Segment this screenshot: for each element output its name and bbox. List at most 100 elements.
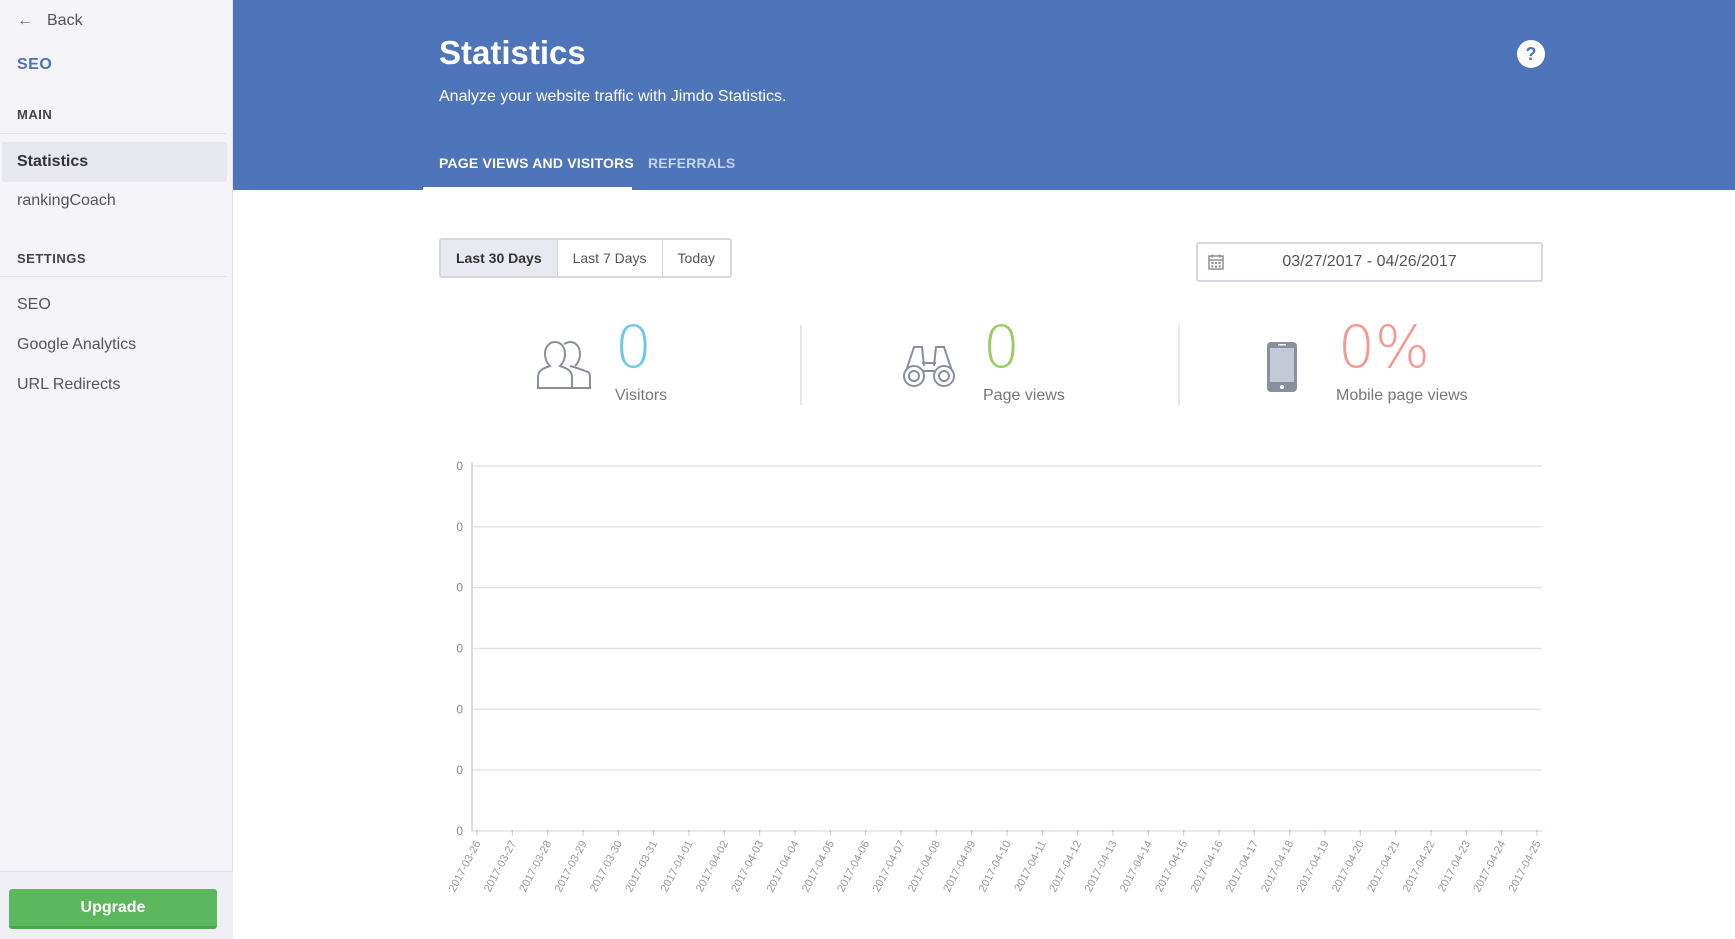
x-tick-label: 2017-04-24 xyxy=(1471,839,1508,894)
x-tick-label: 2017-04-25 xyxy=(1507,839,1544,894)
upgrade-area: Upgrade xyxy=(0,871,233,939)
divider xyxy=(0,276,226,277)
data-point xyxy=(1324,830,1326,832)
upgrade-button[interactable]: Upgrade xyxy=(9,889,217,929)
data-point xyxy=(476,830,478,832)
data-point xyxy=(864,830,867,832)
x-tick-label: 2017-03-28 xyxy=(517,839,554,894)
date-range-value: 03/27/2017 - 04/26/2017 xyxy=(1282,253,1457,270)
calendar-icon xyxy=(1208,254,1224,270)
data-point xyxy=(582,830,584,832)
x-tick-label: 2017-04-12 xyxy=(1047,839,1084,894)
x-tick-label: 2017-03-30 xyxy=(588,839,625,894)
data-point xyxy=(1359,830,1362,832)
date-range-presets: Last 30 Days Last 7 Days Today xyxy=(439,238,732,278)
y-tick-label: 0 xyxy=(456,520,463,534)
x-tick-label: 2017-04-23 xyxy=(1436,839,1473,894)
x-tick-label: 2017-04-04 xyxy=(765,839,802,894)
sidebar-item-rankingcoach[interactable]: rankingCoach xyxy=(17,192,116,209)
active-tab-indicator xyxy=(423,187,632,190)
data-point xyxy=(1536,830,1538,832)
section-heading-settings: SETTINGS xyxy=(17,251,87,266)
stat-page-views-label: Page views xyxy=(983,387,1065,404)
sidebar-item-seo[interactable]: SEO xyxy=(17,296,51,313)
tab-page-views-and-visitors[interactable]: PAGE VIEWS AND VISITORS xyxy=(439,155,634,171)
x-tick-label: 2017-04-07 xyxy=(871,839,908,894)
help-icon[interactable]: ? xyxy=(1517,40,1545,68)
y-tick-label: 0 xyxy=(456,702,463,716)
data-point xyxy=(970,830,973,832)
stat-visitors-value: 0 xyxy=(615,313,652,381)
x-tick-label: 2017-03-29 xyxy=(553,839,590,894)
stat-visitors-label: Visitors xyxy=(615,387,668,404)
divider xyxy=(0,133,226,134)
data-point xyxy=(1430,830,1432,832)
data-point xyxy=(1253,830,1256,832)
x-tick-label: 2017-04-15 xyxy=(1153,839,1190,894)
x-tick-label: 2017-04-09 xyxy=(941,839,978,894)
x-tick-label: 2017-04-20 xyxy=(1330,839,1367,894)
x-tick-label: 2017-04-18 xyxy=(1259,839,1296,894)
page-header: Statistics Analyze your website traffic … xyxy=(233,0,1735,190)
data-point xyxy=(723,830,726,832)
data-point xyxy=(794,830,796,832)
data-point xyxy=(1500,830,1503,832)
x-tick-label: 2017-04-06 xyxy=(835,839,872,894)
data-point xyxy=(1147,830,1150,832)
x-tick-label: 2017-04-14 xyxy=(1118,839,1155,894)
sidebar-item-google-analytics[interactable]: Google Analytics xyxy=(17,336,137,353)
x-tick-label: 2017-04-11 xyxy=(1012,839,1049,894)
data-point xyxy=(1218,830,1220,832)
x-tick-label: 2017-03-31 xyxy=(623,839,660,894)
data-point xyxy=(1465,830,1468,832)
range-last-30-days-button[interactable]: Last 30 Days xyxy=(441,240,558,276)
data-point xyxy=(1076,830,1079,832)
x-tick-label: 2017-04-16 xyxy=(1189,839,1226,894)
page-subtitle: Analyze your website traffic with Jimdo … xyxy=(439,88,787,105)
x-tick-label: 2017-04-21 xyxy=(1365,839,1402,894)
x-tick-label: 2017-04-13 xyxy=(1083,839,1120,894)
data-point xyxy=(1394,830,1397,832)
data-point xyxy=(829,830,832,832)
tab-referrals[interactable]: REFERRALS xyxy=(648,155,736,171)
y-tick-label: 0 xyxy=(456,459,463,473)
date-range-picker[interactable]: 03/27/2017 - 04/26/2017 xyxy=(1196,242,1543,282)
users-icon xyxy=(537,340,591,389)
data-point xyxy=(511,830,514,832)
data-point xyxy=(1041,830,1044,832)
visitors-line-chart: 00000002017-03-262017-03-272017-03-28201… xyxy=(447,459,1544,894)
sidebar-title: SEO xyxy=(17,56,53,73)
data-point xyxy=(652,830,655,832)
range-today-button[interactable]: Today xyxy=(677,250,715,266)
sidebar-item-statistics[interactable]: Statistics xyxy=(2,142,227,182)
divider xyxy=(1178,325,1180,405)
stat-mobile-page-views-label: Mobile page views xyxy=(1336,387,1468,404)
y-tick-label: 0 xyxy=(456,824,463,838)
y-tick-label: 0 xyxy=(456,763,463,777)
stat-mobile-page-views-value: 0% xyxy=(1338,313,1431,381)
range-last-7-days-button[interactable]: Last 7 Days xyxy=(558,240,663,276)
section-heading-main: MAIN xyxy=(17,107,53,122)
x-tick-label: 2017-04-01 xyxy=(659,839,696,894)
data-point xyxy=(688,830,690,832)
x-tick-label: 2017-04-08 xyxy=(906,839,943,894)
x-tick-label: 2017-04-02 xyxy=(694,839,731,894)
sidebar: ← Back SEO MAIN Statistics rankingCoach … xyxy=(0,0,233,939)
sidebar-item-url-redirects[interactable]: URL Redirects xyxy=(17,376,121,393)
x-tick-label: 2017-03-27 xyxy=(482,839,519,894)
back-link[interactable]: ← Back xyxy=(17,12,83,30)
data-point xyxy=(935,830,938,832)
y-tick-label: 0 xyxy=(456,642,463,656)
stat-page-views-value: 0 xyxy=(983,313,1020,381)
data-point xyxy=(1006,830,1008,832)
back-label: Back xyxy=(47,12,83,29)
data-point xyxy=(1112,830,1114,832)
x-tick-label: 2017-04-10 xyxy=(977,839,1014,894)
y-tick-label: 0 xyxy=(456,581,463,595)
data-point xyxy=(900,830,902,832)
binoculars-icon xyxy=(903,346,955,387)
data-point xyxy=(1182,830,1185,832)
x-tick-label: 2017-03-26 xyxy=(447,839,484,894)
smartphone-icon xyxy=(1267,342,1297,392)
x-tick-label: 2017-04-22 xyxy=(1401,839,1438,894)
